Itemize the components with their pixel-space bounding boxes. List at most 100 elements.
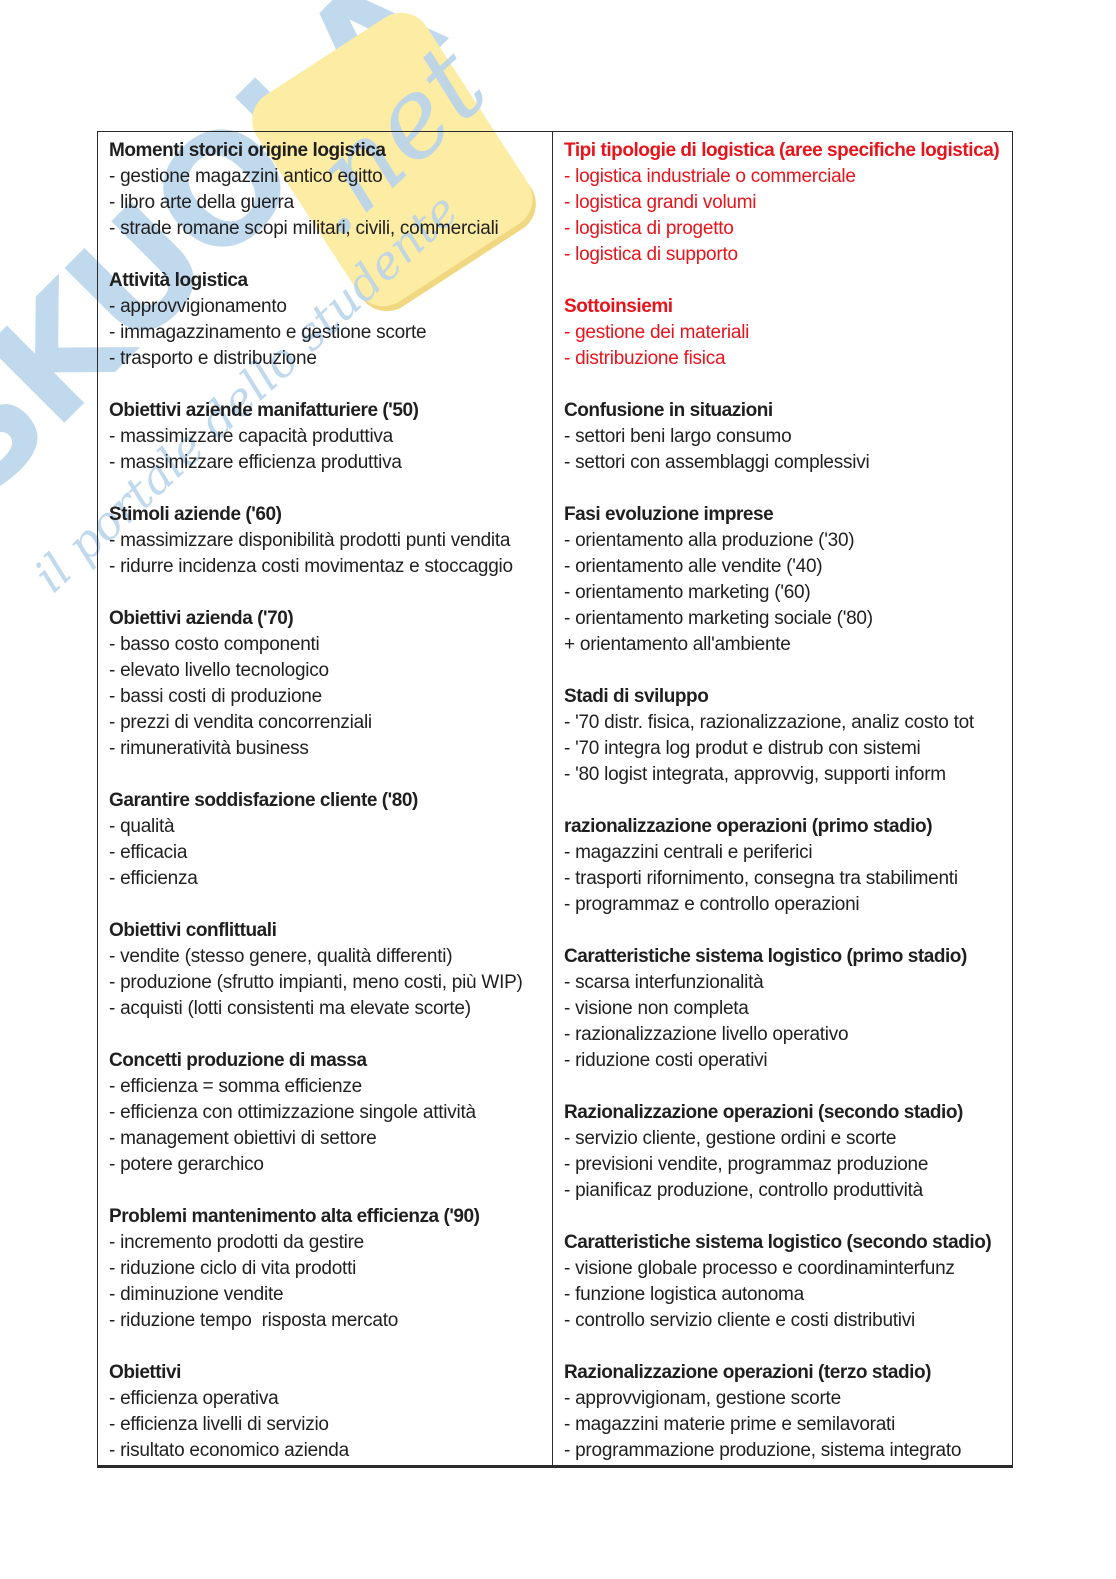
note-line: - management obiettivi di settore	[109, 1128, 377, 1149]
note-section: razionalizzazione operazioni (primo stad…	[564, 814, 1008, 918]
section-title: Fasi evoluzione imprese	[564, 504, 774, 525]
note-line: - programmaz e controllo operazioni	[564, 894, 860, 915]
note-section: Obiettivi azienda ('70) - basso costo com…	[109, 606, 548, 762]
note-line: - magazzini centrali e periferici	[564, 842, 813, 863]
note-line: - logistica industriale o commerciale	[564, 166, 856, 187]
note-line: - rimuneratività business	[109, 738, 309, 759]
section-title: Tipi tipologie di logistica (aree specif…	[564, 140, 1000, 161]
section-title: Obiettivi aziende manifatturiere ('50)	[109, 400, 419, 421]
note-section: Caratteristiche sistema logistico (secon…	[564, 1230, 1008, 1334]
note-line: - razionalizzazione livello operativo	[564, 1024, 849, 1045]
section-title: Razionalizzazione operazioni (secondo st…	[564, 1102, 963, 1123]
note-line: - potere gerarchico	[109, 1154, 264, 1175]
note-section: Razionalizzazione operazioni (terzo stad…	[564, 1360, 1008, 1464]
section-title: Caratteristiche sistema logistico (primo…	[564, 946, 967, 967]
note-line: - efficacia	[109, 842, 188, 863]
note-section: Stimoli aziende ('60) - massimizzare disp…	[109, 502, 548, 580]
section-title: Obiettivi conflittuali	[109, 920, 277, 941]
note-line: - visione globale processo e coordinamin…	[564, 1258, 955, 1279]
section-title: Attività logistica	[109, 270, 248, 291]
note-section: Momenti storici origine logistica - gesti…	[109, 138, 548, 242]
section-title: Sottoinsiemi	[564, 296, 673, 317]
note-line: - logistica di supporto	[564, 244, 738, 265]
note-line: - libro arte della guerra	[109, 192, 294, 213]
note-line: - prezzi di vendita concorrenziali	[109, 712, 372, 733]
note-line: - trasporto e distribuzione	[109, 348, 317, 369]
note-line: - massimizzare efficienza produttiva	[109, 452, 402, 473]
section-title: Stadi di sviluppo	[564, 686, 709, 707]
note-section: Attività logistica - approvvigionamento - …	[109, 268, 548, 372]
note-line: - gestione dei materiali	[564, 322, 750, 343]
section-title: Momenti storici origine logistica	[109, 140, 386, 161]
note-line: - visione non completa	[564, 998, 749, 1019]
note-line: - efficienza con ottimizzazione singole …	[109, 1102, 476, 1123]
note-line: - orientamento marketing ('60)	[564, 582, 811, 603]
section-title: Obiettivi	[109, 1362, 181, 1383]
note-line: - riduzione ciclo di vita prodotti	[109, 1258, 357, 1279]
note-line: - elevato livello tecnologico	[109, 660, 329, 681]
note-line: - servizio cliente, gestione ordini e sc…	[564, 1128, 897, 1149]
right-column: Tipi tipologie di logistica (aree specif…	[552, 132, 1012, 1465]
note-section: Obiettivi - efficienza operativa - efficie…	[109, 1360, 548, 1464]
note-line: - logistica grandi volumi	[564, 192, 757, 213]
note-line: - vendite (stesso genere, qualità differ…	[109, 946, 453, 967]
note-line: - riduzione tempo risposta mercato	[109, 1310, 399, 1331]
note-section: Garantire soddisfazione cliente ('80) - q…	[109, 788, 548, 892]
note-line: - massimizzare disponibilità prodotti pu…	[109, 530, 511, 551]
left-column: Momenti storici origine logistica - gesti…	[98, 132, 552, 1465]
note-line: - trasporti rifornimento, consegna tra s…	[564, 868, 958, 889]
note-line: - massimizzare capacità produttiva	[109, 426, 393, 447]
note-line: - distribuzione fisica	[564, 348, 726, 369]
note-line: - bassi costi di produzione	[109, 686, 322, 707]
section-title: Stimoli aziende ('60)	[109, 504, 282, 525]
note-section: Tipi tipologie di logistica (aree specif…	[564, 138, 1008, 268]
note-line: - magazzini materie prime e semilavorati	[564, 1414, 896, 1435]
note-line: - basso costo componenti	[109, 634, 320, 655]
section-title: Concetti produzione di massa	[109, 1050, 367, 1071]
note-line: - strade romane scopi militari, civili, …	[109, 218, 499, 239]
note-line: - gestione magazzini antico egitto	[109, 166, 383, 187]
note-line: - programmazione produzione, sistema int…	[564, 1440, 962, 1461]
note-line: - orientamento alle vendite ('40)	[564, 556, 823, 577]
note-line: - previsioni vendite, programmaz produzi…	[564, 1154, 929, 1175]
note-line: - approvvigionamento	[109, 296, 287, 317]
note-line: - efficienza operativa	[109, 1388, 279, 1409]
note-line: - efficienza = somma efficienze	[109, 1076, 362, 1097]
note-section: Caratteristiche sistema logistico (primo…	[564, 944, 1008, 1074]
section-title: Obiettivi azienda ('70)	[109, 608, 294, 629]
note-line: - diminuzione vendite	[109, 1284, 284, 1305]
note-line: - settori beni largo consumo	[564, 426, 792, 447]
note-line: - funzione logistica autonoma	[564, 1284, 804, 1305]
section-title: Confusione in situazioni	[564, 400, 773, 421]
note-line: - efficienza	[109, 868, 198, 889]
note-line: - ridurre incidenza costi movimentaz e s…	[109, 556, 513, 577]
note-section: Confusione in situazioni - settori beni l…	[564, 398, 1008, 476]
note-line: - '70 integra log produt e distrub con s…	[564, 738, 921, 759]
note-section: Problemi mantenimento alta efficienza ('…	[109, 1204, 548, 1334]
note-line: - efficienza livelli di servizio	[109, 1414, 329, 1435]
note-section: Stadi di sviluppo - '70 distr. fisica, ra…	[564, 684, 1008, 788]
note-section: Fasi evoluzione imprese - orientamento al…	[564, 502, 1008, 658]
note-line: - scarsa interfunzionalità	[564, 972, 764, 993]
note-line: - riduzione costi operativi	[564, 1050, 768, 1071]
note-line: - acquisti (lotti consistenti ma elevate…	[109, 998, 471, 1019]
notes-table: Momenti storici origine logistica - gesti…	[97, 131, 1013, 1468]
note-line: + orientamento all'ambiente	[564, 634, 791, 655]
note-section: Concetti produzione di massa - efficienza…	[109, 1048, 548, 1178]
section-title: razionalizzazione operazioni (primo stad…	[564, 816, 933, 837]
note-line: - orientamento marketing sociale ('80)	[564, 608, 873, 629]
note-line: - risultato economico azienda	[109, 1440, 349, 1461]
note-line: - controllo servizio cliente e costi dis…	[564, 1310, 915, 1331]
note-line: - produzione (sfrutto impianti, meno cos…	[109, 972, 523, 993]
note-line: - immagazzinamento e gestione scorte	[109, 322, 427, 343]
note-line: - incremento prodotti da gestire	[109, 1232, 364, 1253]
note-section: Razionalizzazione operazioni (secondo st…	[564, 1100, 1008, 1204]
note-line: - pianificaz produzione, controllo produ…	[564, 1180, 923, 1201]
note-section: Obiettivi conflittuali - vendite (stesso …	[109, 918, 548, 1022]
section-title: Garantire soddisfazione cliente ('80)	[109, 790, 418, 811]
section-title: Problemi mantenimento alta efficienza ('…	[109, 1206, 480, 1227]
note-line: - '70 distr. fisica, razionalizzazione, …	[564, 712, 974, 733]
note-section: Obiettivi aziende manifatturiere ('50) - …	[109, 398, 548, 476]
note-section: Sottoinsiemi - gestione dei materiali - di…	[564, 294, 1008, 372]
